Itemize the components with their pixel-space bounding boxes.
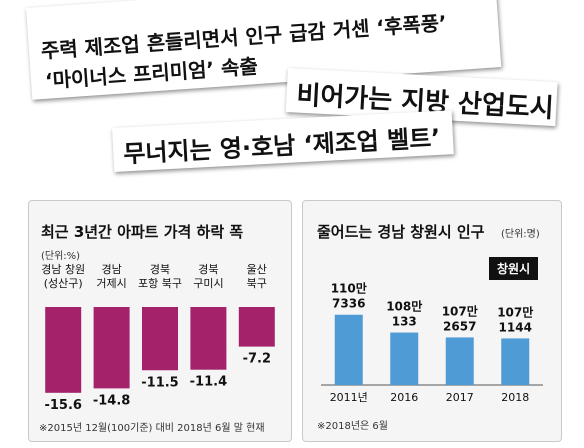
population-bar xyxy=(390,332,419,385)
price-chart-title: 최근 3년간 아파트 가격 하락 폭 xyxy=(41,223,244,241)
price-decline-bar xyxy=(45,307,82,393)
price-decline-bar xyxy=(93,307,130,389)
price-decline-chart: 경남 창원 (성산구) -15.6 경남 거제시 -14.8 경북 포항 북구 -11.5 경북 구… xyxy=(41,263,275,413)
population-year-label: 2017 xyxy=(446,391,474,404)
price-value-label: -7.2 xyxy=(243,352,271,367)
price-value-label: -11.5 xyxy=(141,375,178,390)
population-year-label: 2011년 xyxy=(330,391,368,404)
price-value-label: -11.4 xyxy=(190,375,227,390)
price-value-label: -14.8 xyxy=(93,393,130,408)
population-chart: 110만 7336 2011년 108만 133 2016 107만 2657 2017 107만… xyxy=(321,281,543,404)
population-value-label: 110만 7336 xyxy=(331,281,367,311)
price-category-label: 울산 북구 xyxy=(247,263,267,290)
price-category-label: 경남 창원 (성산구) xyxy=(41,263,85,290)
population-year-label: 2018 xyxy=(501,391,529,404)
headline-third-text: 무너지는 영·호남 ‘제조업 벨트’ xyxy=(122,123,442,169)
price-category-label: 경북 포항 북구 xyxy=(138,263,182,290)
price-decline-bar xyxy=(190,307,227,370)
price-category-label: 경남 거제시 xyxy=(96,263,126,290)
changwon-badge: 창원시 xyxy=(489,257,539,280)
headline-strip-third: 무너지는 영·호남 ‘제조업 벨트’ xyxy=(112,110,454,172)
population-year-label: 2016 xyxy=(390,391,418,404)
price-decline-bar xyxy=(238,307,275,347)
population-bar xyxy=(445,337,474,385)
price-category-label: 경북 구미시 xyxy=(193,263,223,290)
price-value-label: -15.6 xyxy=(44,398,81,413)
price-decline-bar xyxy=(142,307,178,371)
population-value-label: 107만 2657 xyxy=(442,303,478,333)
population-chart-title: 줄어드는 경남 창원시 인구 xyxy=(317,223,485,241)
price-chart-footnote: ※2015년 12월(100기준) 대비 2018년 6월 말 현재 xyxy=(39,423,265,434)
population-value-label: 107만 1144 xyxy=(497,304,533,334)
population-bar xyxy=(501,338,530,385)
population-chart-footnote: ※2018년은 6월 xyxy=(317,421,388,432)
price-chart-unit: (단위:%) xyxy=(41,251,81,262)
price-decline-panel: 최근 3년간 아파트 가격 하락 폭 (단위:%) 경남 창원 (성산구) -15.… xyxy=(28,200,292,442)
population-chart-unit: (단위:명) xyxy=(501,229,540,240)
population-bar xyxy=(334,314,363,385)
population-panel: 줄어드는 경남 창원시 인구 (단위:명) 창원시 110만 7336 2011년 1… xyxy=(302,200,562,442)
population-value-label: 108만 133 xyxy=(386,299,422,329)
